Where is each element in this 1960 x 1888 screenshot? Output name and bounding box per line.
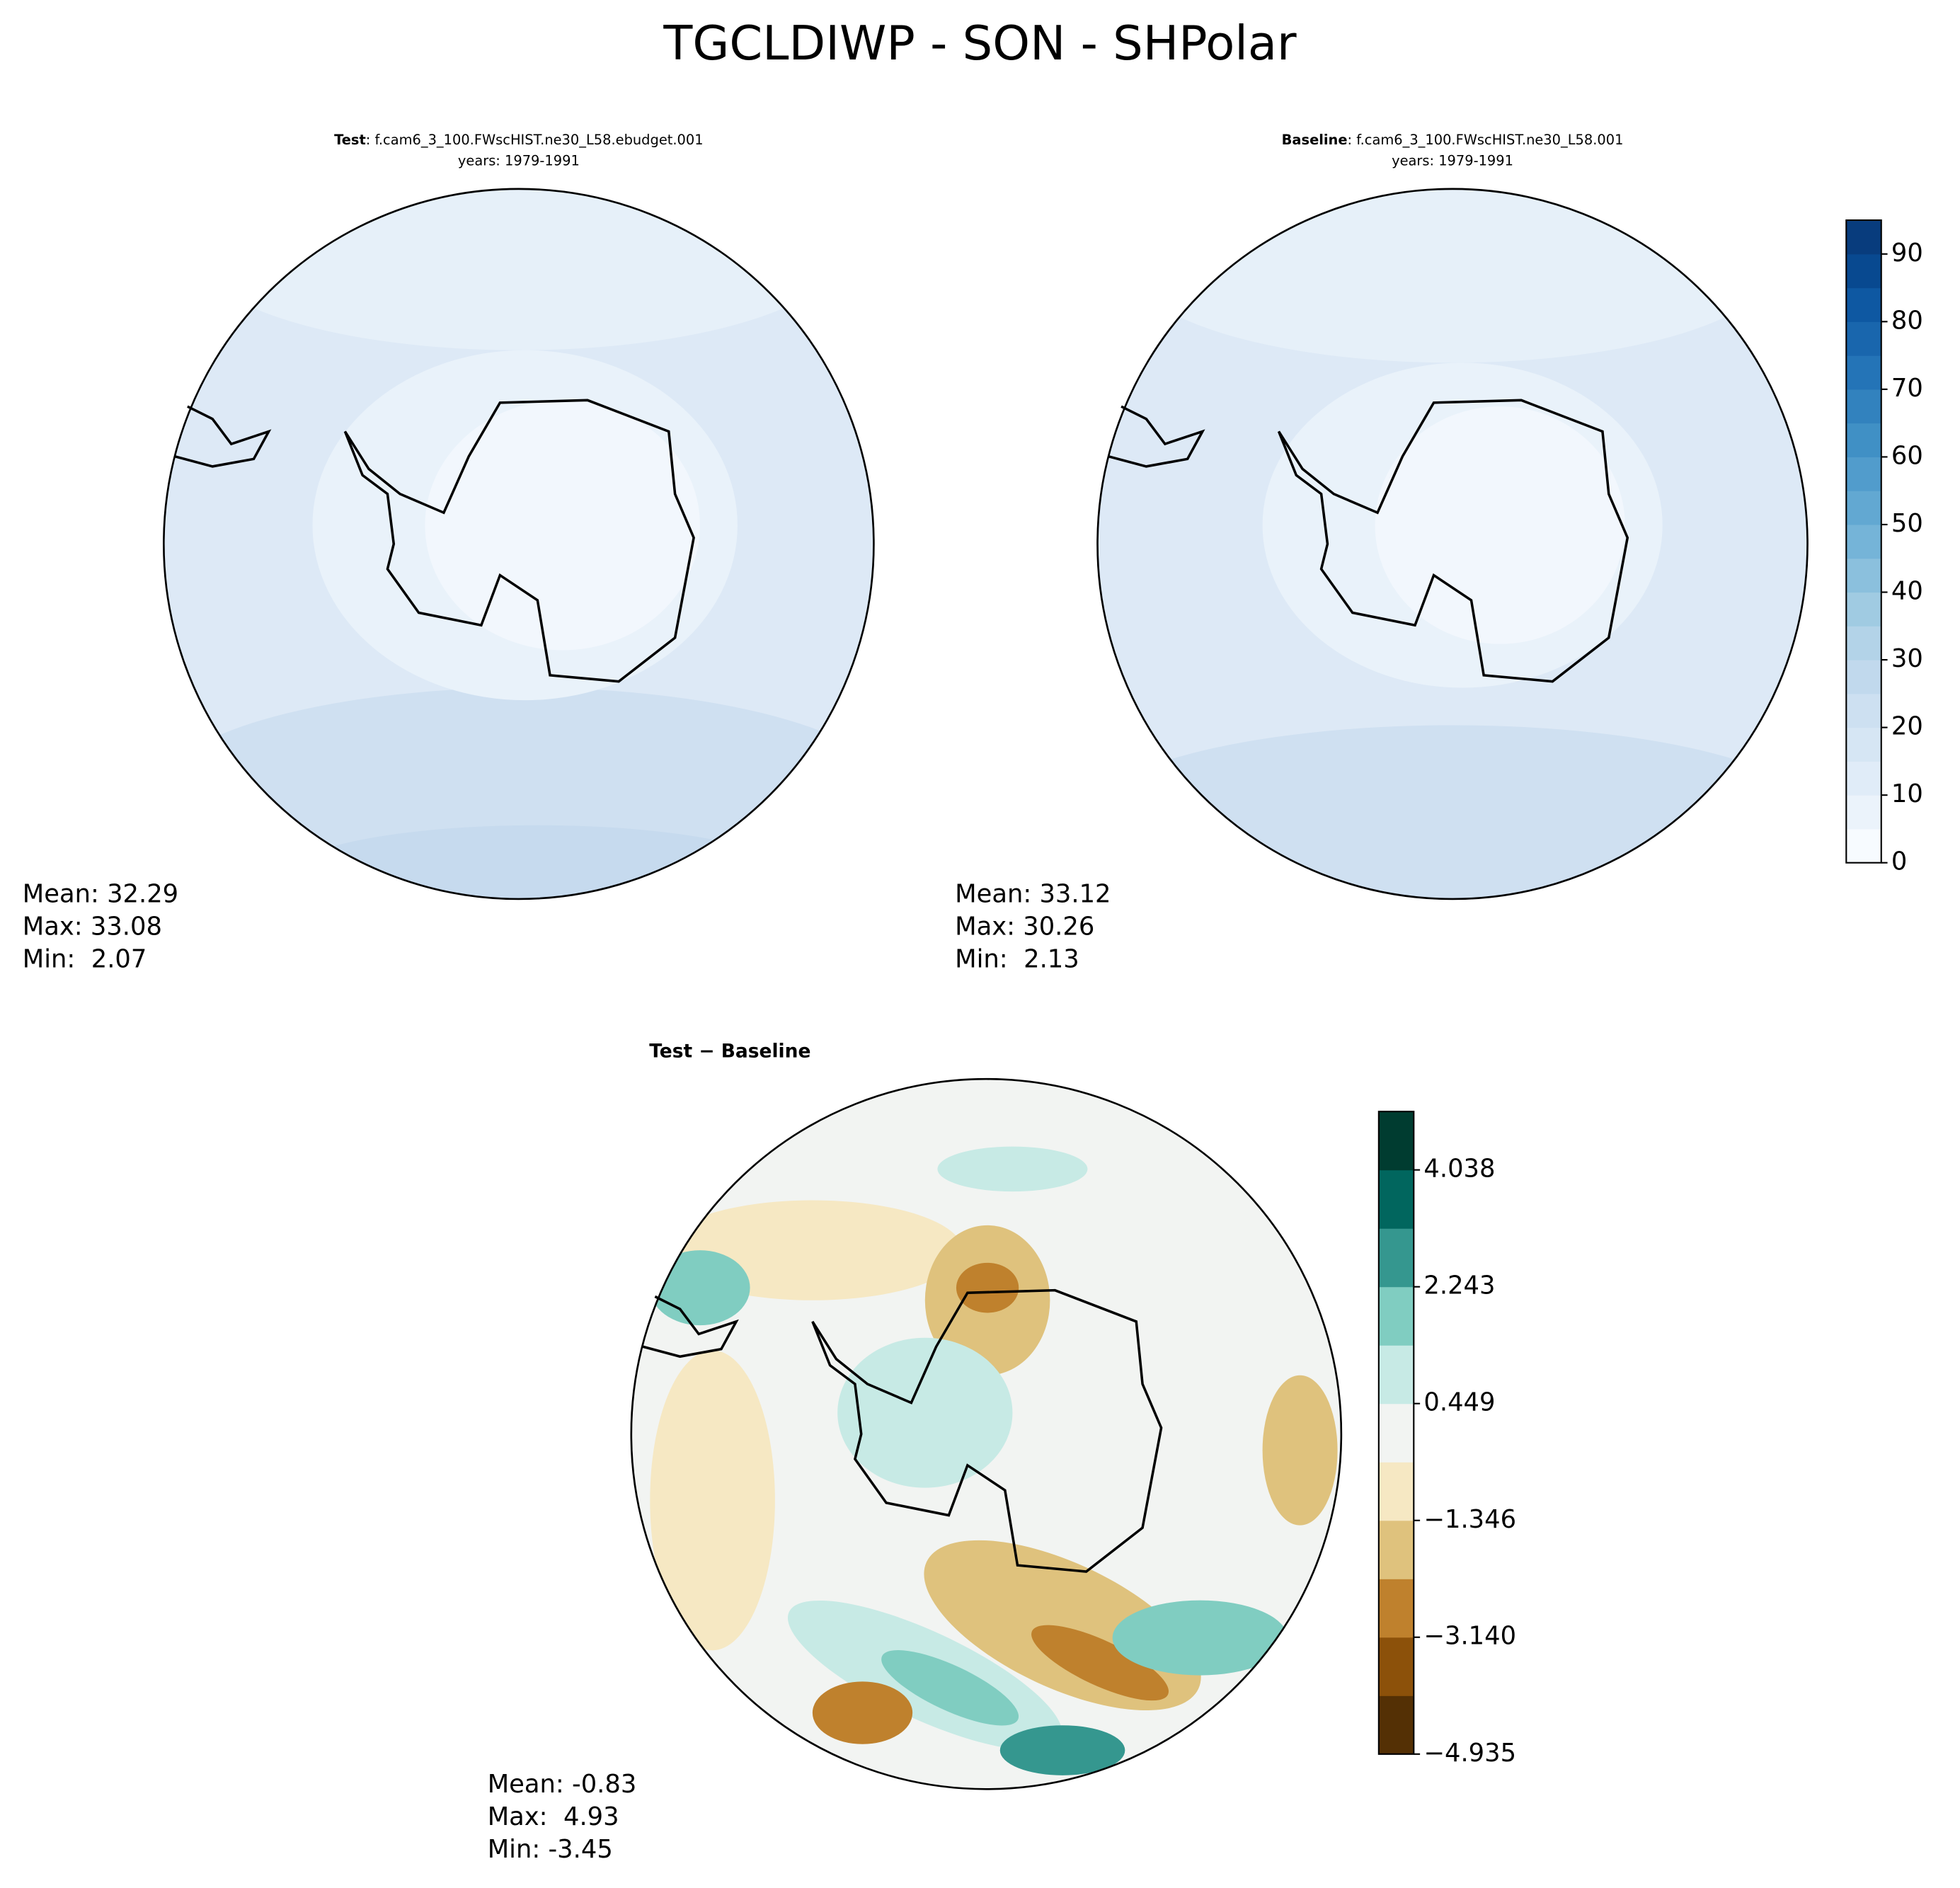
colorbar-tick-label: 60 [1891, 441, 1923, 470]
colorbar-band [1846, 592, 1881, 627]
colorbar-band [1846, 321, 1881, 356]
colorbar-band [1846, 253, 1881, 289]
colorbar-band [1378, 1579, 1414, 1638]
colorbar-band [1378, 1111, 1414, 1171]
panel-title: Test − Baseline [649, 1040, 810, 1062]
colorbar-tick-label: 40 [1891, 577, 1923, 606]
panel-title: Baseline: f.cam6_3_100.FWscHIST.ne30_L58… [1282, 131, 1624, 147]
stat-line: Min: -3.45 [488, 1835, 613, 1864]
colorbar-tick-label: 30 [1891, 644, 1923, 673]
stat-line: Max: 30.26 [955, 912, 1094, 942]
colorbar-band [1846, 524, 1881, 559]
colorbar-band [1846, 423, 1881, 457]
panel-years: years: 1979-1991 [458, 153, 580, 169]
colorbar-tick-label: 10 [1891, 779, 1923, 808]
colorbar-band [1846, 287, 1881, 322]
colorbar-tick-label: 90 [1891, 239, 1923, 268]
stat-line: Mean: 33.12 [955, 880, 1111, 909]
panel-title-bold: Test − Baseline [649, 1040, 810, 1062]
colorbar-band [1378, 1637, 1414, 1696]
colorbar-band [1378, 1520, 1414, 1579]
colorbar-band [1846, 761, 1881, 796]
panel-title-bold: Baseline [1282, 131, 1348, 147]
figure-title: TGCLDIWP - SON - SHPolar [663, 16, 1297, 71]
map-baseline [1096, 188, 1809, 900]
colorbar-tick-label: −4.935 [1423, 1739, 1516, 1768]
panel-title-case: : f.cam6_3_100.FWscHIST.ne30_L58.001 [1348, 131, 1624, 147]
colorbar-frame [1377, 1111, 1415, 1755]
colorbar-band [1846, 389, 1881, 424]
colorbar-band [1378, 1286, 1414, 1346]
stat-line: Max: 4.93 [488, 1802, 619, 1831]
colorbar-band [1846, 355, 1881, 390]
colorbar-band [1378, 1169, 1414, 1229]
colorbar-band [1846, 727, 1881, 762]
colorbar-band [1846, 457, 1881, 491]
map-difference [630, 1077, 1343, 1790]
colorbar-band [1846, 558, 1881, 593]
colorbar-band [1378, 1462, 1414, 1521]
colorbar-band [1846, 660, 1881, 694]
colorbar-tick-label: 0 [1891, 847, 1907, 876]
colorbar-tick-label: 80 [1891, 306, 1923, 335]
colorbar-frame [1845, 219, 1882, 864]
panel-title: Test: f.cam6_3_100.FWscHIST.ne30_L58.ebu… [334, 131, 703, 147]
colorbar-tick-label: 20 [1891, 712, 1923, 741]
map-test [163, 188, 875, 900]
colorbar-band [1378, 1228, 1414, 1288]
stat-line: Min: 2.07 [23, 944, 147, 973]
colorbar-band [1846, 491, 1881, 525]
colorbar-band [1378, 1695, 1414, 1755]
stat-line: Mean: -0.83 [488, 1770, 637, 1799]
colorbar-band [1846, 828, 1881, 864]
colorbar-band [1846, 220, 1881, 255]
colorbar-tick-label: −1.346 [1423, 1505, 1516, 1534]
colorbar-tick-label: 0.449 [1423, 1388, 1495, 1417]
colorbar-tick-label: 2.243 [1423, 1271, 1495, 1300]
colorbar-band [1846, 795, 1881, 830]
panel-title-bold: Test [334, 131, 366, 147]
colorbar-tick-label: 50 [1891, 509, 1923, 538]
colorbar-band [1378, 1345, 1414, 1404]
colorbar-band [1378, 1403, 1414, 1463]
colorbar-tick-label: 4.038 [1423, 1155, 1495, 1184]
colorbar-band [1846, 693, 1881, 728]
stat-line: Mean: 32.29 [23, 880, 178, 909]
colorbar-tick-label: 70 [1891, 374, 1923, 403]
panel-title-case: : f.cam6_3_100.FWscHIST.ne30_L58.ebudget… [366, 131, 704, 147]
panel-years: years: 1979-1991 [1392, 153, 1513, 169]
stat-line: Min: 2.13 [955, 944, 1079, 973]
stat-line: Max: 33.08 [23, 912, 162, 942]
colorbar-tick-label: −3.140 [1423, 1622, 1516, 1651]
colorbar-band [1846, 626, 1881, 660]
